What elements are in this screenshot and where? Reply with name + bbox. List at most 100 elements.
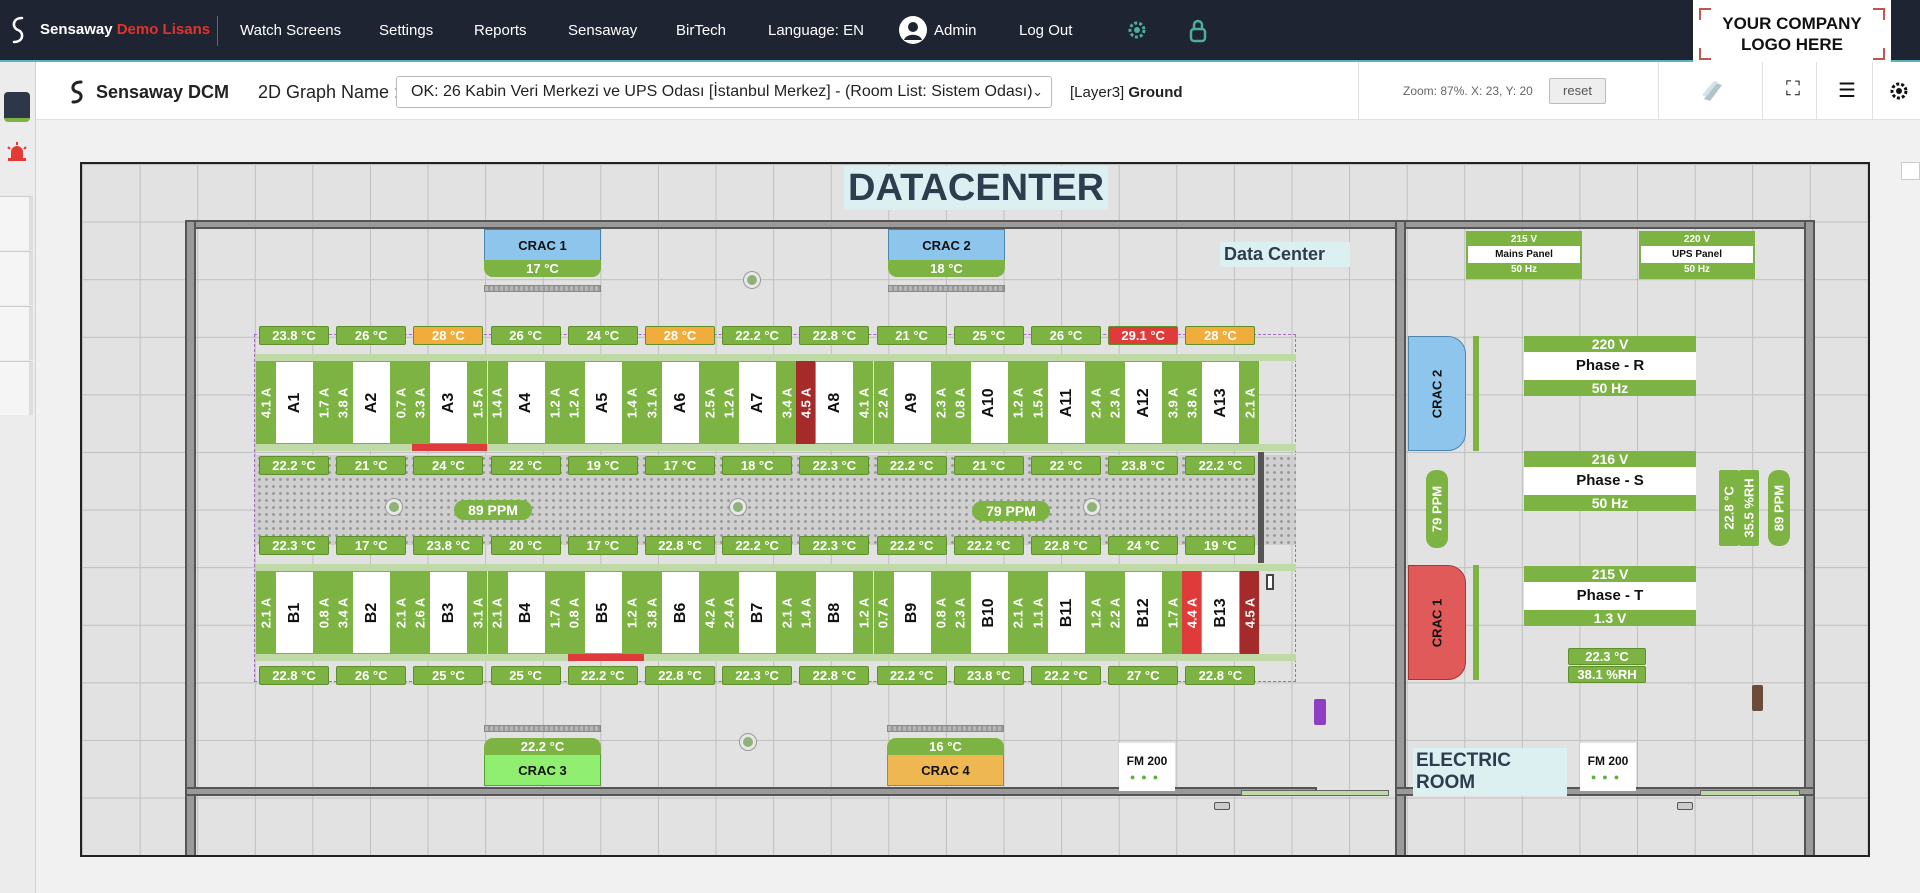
rack-a10[interactable]: A10 xyxy=(969,361,1009,444)
electric-humidity[interactable]: 38.1 %RH xyxy=(1568,666,1646,683)
rack-current-right[interactable]: 0.8 A xyxy=(314,571,333,654)
rack-current-right[interactable]: 1.7 A xyxy=(1163,571,1183,654)
ppm-sensor-1[interactable]: 89 PPM xyxy=(454,500,532,520)
rack-a13[interactable]: A13 xyxy=(1201,361,1241,444)
rack-current-left[interactable]: 3.1 A xyxy=(642,361,661,444)
rack-a5[interactable]: A5 xyxy=(583,361,623,444)
temp-sensor-back[interactable]: 22.3 °C xyxy=(799,456,870,475)
rack-b8[interactable]: B8 xyxy=(815,571,855,654)
crac-2[interactable]: CRAC 2 18 °C xyxy=(888,229,1005,277)
temp-sensor-back[interactable]: 22.8 °C xyxy=(799,666,870,685)
rack-current-left[interactable]: 3.3 A xyxy=(410,361,430,444)
temp-sensor-front[interactable]: 22.3 °C xyxy=(259,536,329,555)
rack-current-left[interactable]: 2.4 A xyxy=(719,571,739,654)
temp-sensor-front[interactable]: 22.8 °C xyxy=(799,326,870,345)
rack-b5[interactable]: B5 xyxy=(583,571,623,654)
temp-sensor-back[interactable]: 22.3 °C xyxy=(722,666,793,685)
rack-current-right[interactable]: 2.1 A xyxy=(1008,571,1028,654)
sidebar-tab-4[interactable] xyxy=(0,361,33,415)
temp-sensor-front[interactable]: 22.2 °C xyxy=(876,536,947,555)
nav-birtech[interactable]: BirTech xyxy=(676,22,727,39)
temp-sensor-back[interactable]: 21 °C xyxy=(953,456,1024,475)
temp-sensor-back[interactable]: 21 °C xyxy=(336,456,407,475)
rack-current-left[interactable]: 3.8 A xyxy=(642,571,661,654)
rack-a9[interactable]: A9 xyxy=(892,361,932,444)
rack-current-left[interactable]: 0.7 A xyxy=(873,571,893,654)
rack-a2[interactable]: A2 xyxy=(352,361,392,444)
rack-b3[interactable]: B3 xyxy=(429,571,469,654)
reset-button[interactable]: reset xyxy=(1549,78,1606,104)
rack-current-left[interactable]: 1.1 A xyxy=(1028,571,1047,654)
rack-b2[interactable]: B2 xyxy=(352,571,392,654)
phase-r[interactable]: 220 V Phase - R 50 Hz xyxy=(1524,336,1696,396)
side-crac-2[interactable]: CRAC 2 xyxy=(1408,336,1466,451)
rack-b10[interactable]: B10 xyxy=(969,571,1009,654)
temp-sensor-back[interactable]: 22 °C xyxy=(490,456,561,475)
rack-current-left[interactable]: 0.8 A xyxy=(950,361,970,444)
rack-b11[interactable]: B11 xyxy=(1047,571,1086,654)
side-ppm-sensor-2[interactable]: 89 PPM xyxy=(1768,470,1790,546)
nav-user[interactable]: Admin xyxy=(934,22,977,39)
rack-a3[interactable]: A3 xyxy=(429,361,469,444)
temp-sensor-back[interactable]: 23.8 °C xyxy=(1108,456,1179,475)
ppm-sensor-2[interactable]: 79 PPM xyxy=(972,501,1050,521)
nav-language[interactable]: Language: EN xyxy=(768,22,864,39)
mains-panel[interactable]: 215 V Mains Panel 50 Hz xyxy=(1466,231,1582,279)
sensor-icon[interactable] xyxy=(1084,499,1100,515)
temp-sensor-front[interactable]: 21 °C xyxy=(876,326,947,345)
rack-current-right[interactable]: 0.8 A xyxy=(931,571,951,654)
rack-b12[interactable]: B12 xyxy=(1124,571,1164,654)
rack-current-right[interactable]: 1.7 A xyxy=(314,361,333,444)
rack-b7[interactable]: B7 xyxy=(738,571,778,654)
temp-sensor-front[interactable]: 23.8 °C xyxy=(259,326,329,345)
rack-current-left[interactable]: 3.8 A xyxy=(1182,361,1202,444)
water-leak-sensor-icon[interactable] xyxy=(1314,699,1326,725)
fm200-unit-2[interactable]: FM 200 ●●● xyxy=(1580,743,1636,791)
sidebar-tab-3[interactable] xyxy=(0,306,33,360)
rack-current-right[interactable]: 2.3 A xyxy=(931,361,951,444)
camera-icon[interactable] xyxy=(1214,802,1230,810)
temp-sensor-back[interactable]: 17 °C xyxy=(645,456,715,475)
rack-current-right[interactable]: 2.5 A xyxy=(700,361,719,444)
temp-sensor-back[interactable]: 26 °C xyxy=(336,666,407,685)
nav-reports[interactable]: Reports xyxy=(474,22,527,39)
settings-gear-icon[interactable] xyxy=(1888,80,1910,102)
rack-current-left[interactable]: 1.5 A xyxy=(1028,361,1047,444)
nav-sensaway[interactable]: Sensaway xyxy=(568,22,638,39)
temp-sensor-back[interactable]: 22.2 °C xyxy=(1031,666,1101,685)
camera-icon[interactable] xyxy=(1677,802,1693,810)
rack-current-left[interactable]: 2.3 A xyxy=(950,571,970,654)
temp-sensor-back[interactable]: 22.8 °C xyxy=(1185,666,1256,685)
temp-sensor-front[interactable]: 24 °C xyxy=(1108,536,1179,555)
side-crac-1[interactable]: CRAC 1 xyxy=(1408,565,1466,680)
rack-current-left[interactable]: 4.1 A xyxy=(256,361,275,444)
user-avatar-icon[interactable] xyxy=(899,16,927,44)
rack-current-right[interactable]: 1.2 A xyxy=(1008,361,1028,444)
temp-sensor-front[interactable]: 28 °C xyxy=(413,326,484,345)
rack-current-right[interactable]: 1.2 A xyxy=(622,571,642,654)
rack-current-left[interactable]: 2.1 A xyxy=(487,571,507,654)
crac-1[interactable]: CRAC 1 17 °C xyxy=(484,229,601,277)
crac-3[interactable]: 22.2 °C CRAC 3 xyxy=(484,738,601,786)
rack-current-right[interactable]: 3.4 A xyxy=(777,361,797,444)
temp-sensor-front[interactable]: 26 °C xyxy=(1031,326,1101,345)
rack-current-right[interactable]: 3.9 A xyxy=(1163,361,1183,444)
rack-current-right[interactable]: 4.2 A xyxy=(700,571,719,654)
sensaway-logo-icon[interactable] xyxy=(8,14,28,46)
temp-sensor-back[interactable]: 18 °C xyxy=(722,456,793,475)
graph-select[interactable]: OK: 26 Kabin Veri Merkezi ve UPS Odası [… xyxy=(396,76,1052,108)
temp-sensor-front[interactable]: 22.2 °C xyxy=(722,536,793,555)
temp-sensor-front[interactable]: 22.2 °C xyxy=(953,536,1024,555)
temp-sensor-front[interactable]: 23.8 °C xyxy=(413,536,484,555)
rack-current-right[interactable]: 0.7 A xyxy=(391,361,411,444)
rack-current-right[interactable]: 1.4 A xyxy=(622,361,642,444)
sensor-icon[interactable] xyxy=(730,499,746,515)
nav-watch-screens[interactable]: Watch Screens xyxy=(240,22,342,39)
ups-panel[interactable]: 220 V UPS Panel 50 Hz xyxy=(1639,231,1755,279)
sidebar-tab-1[interactable] xyxy=(0,196,33,250)
rack-current-right[interactable]: 4.1 A xyxy=(854,361,874,444)
rack-a1[interactable]: A1 xyxy=(275,361,314,444)
fullscreen-icon[interactable]: ⛶ xyxy=(1786,78,1800,100)
crac-4[interactable]: 16 °C CRAC 4 xyxy=(887,738,1004,786)
gear-icon[interactable] xyxy=(1126,19,1148,41)
